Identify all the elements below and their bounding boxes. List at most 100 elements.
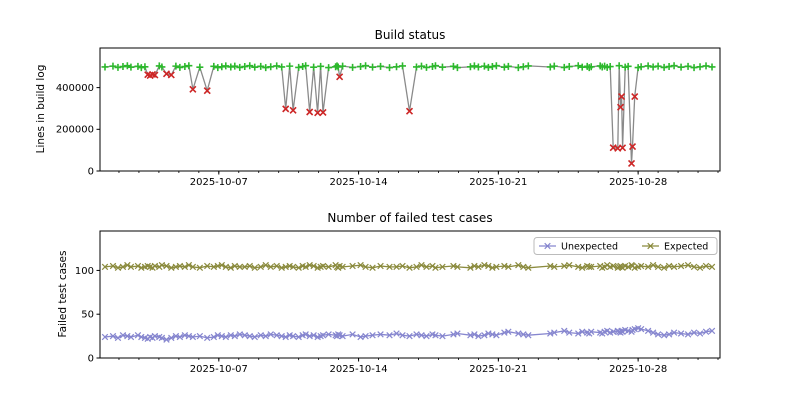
x-marker [289, 106, 297, 114]
x-marker [386, 263, 393, 271]
plus-marker [514, 64, 522, 72]
x-marker [124, 261, 131, 269]
x-marker [227, 264, 235, 272]
plus-marker [665, 63, 673, 71]
x-marker [163, 262, 170, 270]
plus-marker [176, 63, 184, 71]
x-marker [339, 263, 346, 271]
plus-marker [109, 62, 117, 70]
x-marker [349, 331, 356, 338]
x-marker [603, 261, 611, 269]
plus-marker [412, 63, 420, 71]
x-marker [429, 262, 436, 270]
x-marker [628, 143, 637, 151]
plus-marker [649, 63, 657, 71]
axes-frame [99, 230, 721, 359]
x-marker [475, 332, 482, 340]
x-marker [413, 331, 420, 338]
x-marker [637, 325, 645, 333]
plus-marker [273, 62, 281, 70]
x-marker [273, 262, 280, 270]
x-marker [515, 261, 522, 269]
x-marker [109, 262, 117, 270]
x-marker [101, 263, 109, 271]
plus-marker [644, 62, 652, 70]
x-marker [302, 263, 309, 271]
x-marker [241, 263, 248, 271]
x-marker [413, 263, 420, 271]
x-marker [454, 330, 461, 337]
x-marker [189, 263, 197, 271]
x-marker [702, 328, 710, 335]
x-marker [163, 336, 170, 343]
x-marker [339, 332, 346, 340]
x-marker [289, 263, 297, 271]
plus-marker [369, 63, 377, 71]
x-marker [406, 264, 413, 272]
x-marker [631, 93, 639, 101]
x-marker [702, 262, 710, 270]
plus-marker [278, 63, 286, 71]
x-marker [670, 263, 678, 271]
x-tick-label: 2025-10-07 [190, 364, 248, 375]
plus-marker [386, 64, 394, 72]
plus-marker [606, 63, 614, 71]
x-marker [566, 329, 573, 336]
plus-marker [251, 63, 259, 71]
y-tick-label: 100 [75, 266, 94, 277]
plus-marker [422, 63, 430, 71]
plus-marker [453, 64, 461, 72]
plus-marker [524, 62, 532, 70]
x-marker [418, 332, 425, 339]
plus-marker [574, 62, 582, 70]
plus-marker [196, 63, 204, 71]
x-marker [561, 327, 568, 335]
x-marker [295, 264, 302, 272]
x-marker [587, 263, 595, 271]
plus-marker [474, 63, 482, 71]
plus-marker [449, 62, 457, 70]
x-marker [654, 263, 662, 271]
plus-marker [560, 63, 568, 71]
plus-marker [578, 63, 586, 71]
x-marker [203, 87, 211, 95]
success-markers [101, 62, 716, 72]
plus-marker [227, 63, 235, 71]
y-tick-label: 0 [88, 166, 94, 177]
plus-marker [339, 62, 347, 70]
x-marker [454, 263, 461, 271]
x-marker [302, 331, 309, 338]
x-marker [423, 332, 430, 340]
plus-marker [334, 63, 342, 71]
plus-marker [615, 62, 623, 70]
x-marker [251, 264, 258, 272]
x-marker [357, 333, 364, 341]
plus-marker [210, 62, 218, 70]
x-tick-label: 2025-10-14 [330, 177, 388, 188]
x-marker [151, 71, 159, 79]
plus-marker [684, 62, 692, 70]
x-marker [471, 331, 478, 338]
x-marker [109, 332, 117, 340]
plus-marker [295, 63, 303, 71]
x-marker [551, 263, 558, 271]
x-marker [246, 332, 253, 340]
x-marker [660, 332, 668, 339]
x-marker [644, 327, 652, 335]
x-marker [677, 330, 685, 337]
legend-sample-marker [544, 242, 551, 250]
x-marker [210, 333, 218, 341]
x-marker [654, 331, 662, 338]
x-marker [520, 263, 527, 271]
plus-marker [677, 63, 685, 71]
x-marker [399, 262, 406, 270]
x-marker [319, 262, 327, 270]
x-marker [167, 71, 175, 79]
plus-marker [357, 63, 365, 71]
y-tick-label: 200000 [56, 125, 94, 136]
unexpected-markers [101, 324, 716, 343]
x-tick-label: 2025-10-28 [609, 177, 667, 188]
plus-marker [565, 63, 573, 71]
x-marker [377, 331, 384, 338]
